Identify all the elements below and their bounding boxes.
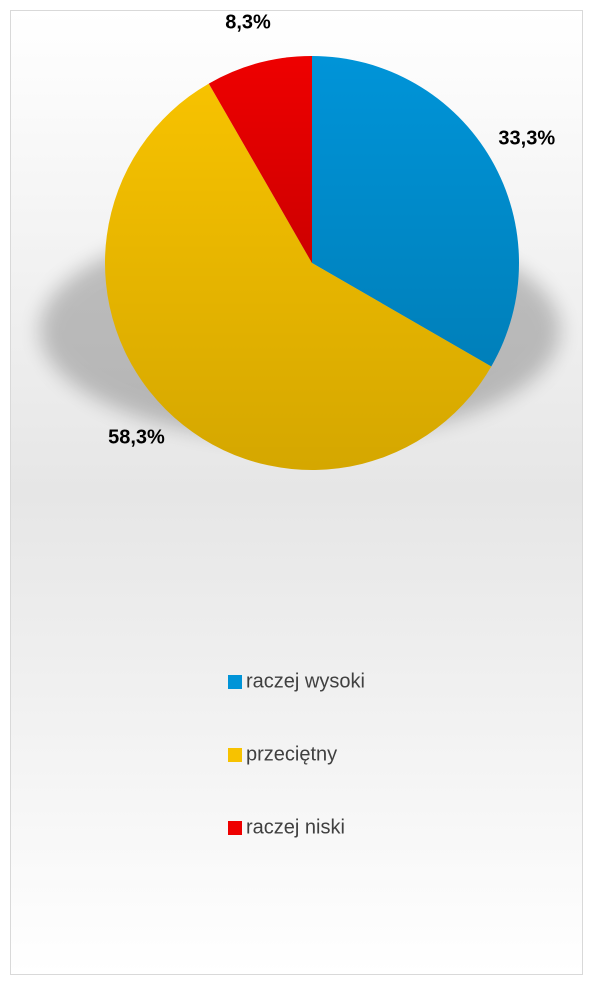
- data-label: 33,3%: [498, 127, 555, 149]
- slice-shade: [104, 83, 492, 471]
- legend: raczej wysoki przeciętny raczej niski: [228, 670, 365, 838]
- data-labels: 33,3% 58,3% 8,3%: [108, 12, 555, 449]
- legend-label: przeciętny: [246, 743, 337, 765]
- data-label: 8,3%: [225, 12, 271, 34]
- slice-shade: [312, 56, 519, 367]
- legend-swatch: [228, 675, 242, 689]
- legend-swatch: [228, 748, 242, 762]
- legend-label: raczej wysoki: [246, 670, 365, 692]
- legend-swatch: [228, 821, 242, 835]
- pie: [104, 56, 519, 471]
- data-label: 58,3%: [108, 427, 165, 449]
- legend-label: raczej niski: [246, 816, 345, 838]
- slice-shade: [208, 56, 312, 263]
